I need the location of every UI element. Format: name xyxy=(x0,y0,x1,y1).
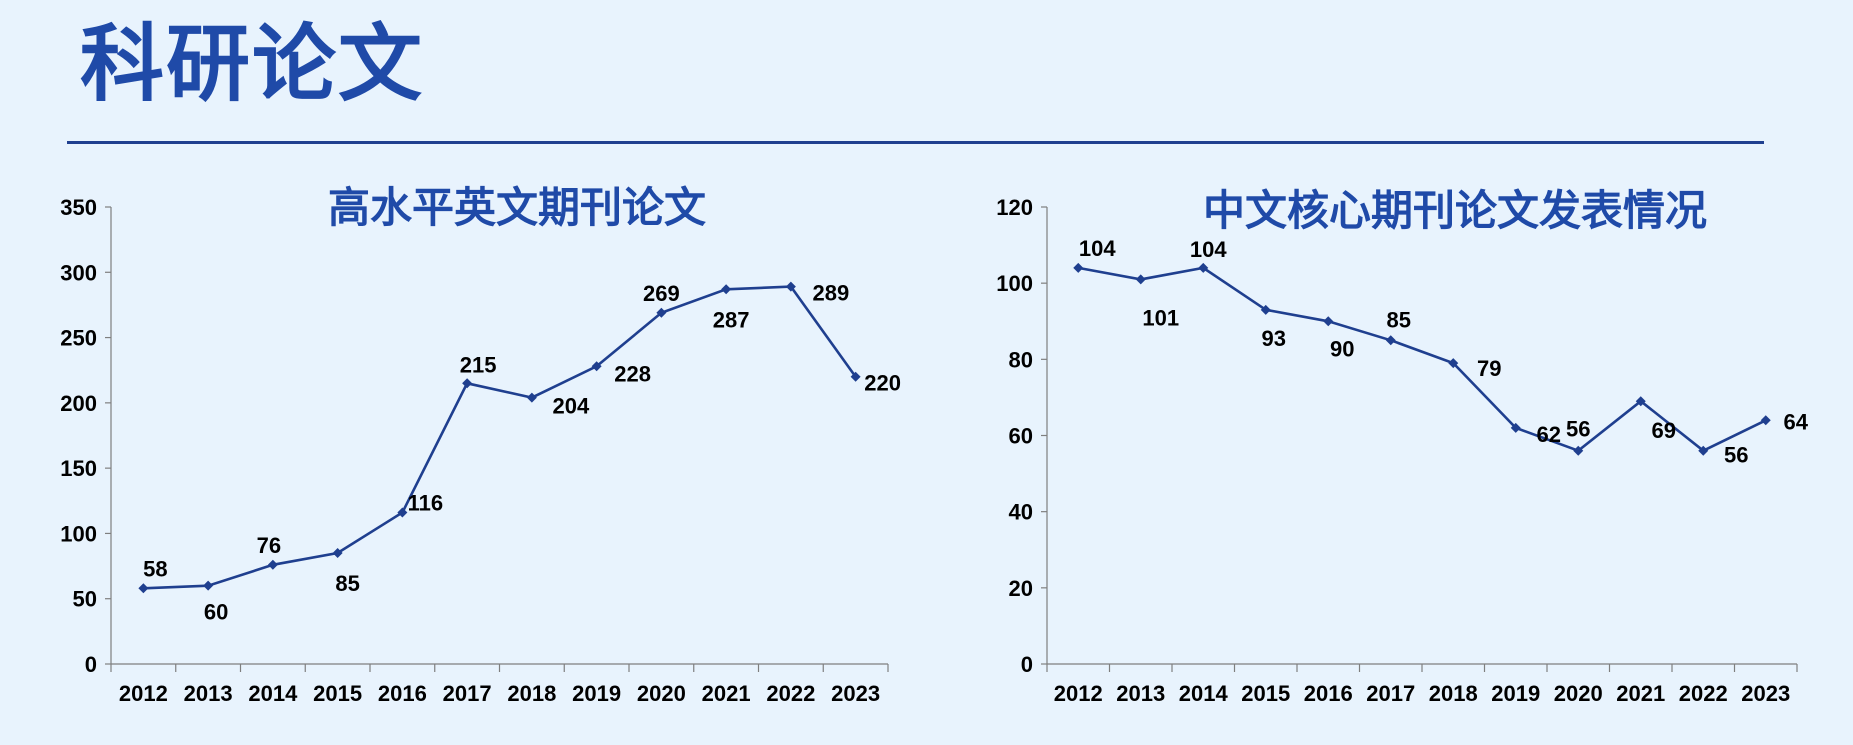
x-tick-label: 2023 xyxy=(831,681,880,706)
y-tick-label: 20 xyxy=(1009,576,1033,601)
data-label: 56 xyxy=(1566,417,1590,442)
data-label: 56 xyxy=(1724,443,1748,468)
data-point-marker xyxy=(656,307,667,318)
x-tick-label: 2023 xyxy=(1741,681,1790,706)
y-tick-label: 0 xyxy=(85,652,97,677)
data-label: 104 xyxy=(1190,237,1227,262)
data-label: 116 xyxy=(408,491,444,516)
y-tick-label: 300 xyxy=(60,260,97,285)
data-point-marker xyxy=(850,371,861,382)
x-tick-label: 2020 xyxy=(637,681,686,706)
y-tick-label: 200 xyxy=(60,391,97,416)
data-point-marker xyxy=(591,361,602,372)
x-tick-label: 2012 xyxy=(119,681,168,706)
data-point-marker xyxy=(1698,445,1709,456)
data-label: 220 xyxy=(864,371,901,396)
x-tick-label: 2015 xyxy=(313,681,362,706)
data-label: 289 xyxy=(813,281,850,306)
x-tick-label: 2021 xyxy=(1616,681,1665,706)
data-point-marker xyxy=(1760,415,1771,426)
data-label: 85 xyxy=(335,571,359,596)
chart-title: 高水平英文期刊论文 xyxy=(328,183,706,232)
x-tick-label: 2019 xyxy=(1491,681,1540,706)
data-point-marker xyxy=(267,559,278,570)
series-line xyxy=(143,285,857,590)
data-point-marker xyxy=(785,281,796,292)
x-tick-label: 2014 xyxy=(248,681,298,706)
y-tick-label: 60 xyxy=(1009,424,1033,449)
data-label: 101 xyxy=(1142,305,1179,330)
data-label: 76 xyxy=(257,533,281,558)
data-point-marker xyxy=(1323,316,1334,327)
data-point-marker xyxy=(526,392,537,403)
y-tick-label: 40 xyxy=(1009,500,1033,525)
data-point-marker xyxy=(1198,262,1209,273)
data-label: 85 xyxy=(1387,307,1411,332)
page-title: 科研论文 xyxy=(80,15,425,113)
data-label: 104 xyxy=(1079,236,1116,261)
x-tick-label: 2017 xyxy=(443,681,492,706)
x-tick-label: 2018 xyxy=(507,681,556,706)
data-point-marker xyxy=(721,284,732,295)
chart-title: 中文核心期刊论文发表情况 xyxy=(1203,186,1707,235)
data-point-marker xyxy=(332,548,343,559)
x-tick-label: 2013 xyxy=(1116,681,1165,706)
data-point-marker xyxy=(1073,262,1084,273)
data-label: 204 xyxy=(553,394,590,419)
data-label: 64 xyxy=(1784,409,1809,434)
x-tick-label: 2020 xyxy=(1554,681,1603,706)
data-label: 287 xyxy=(713,307,750,332)
x-tick-label: 2014 xyxy=(1179,681,1229,706)
title-divider xyxy=(67,141,1764,144)
data-label: 90 xyxy=(1330,336,1354,361)
x-tick-label: 2022 xyxy=(1679,681,1728,706)
y-tick-label: 150 xyxy=(60,456,97,481)
x-tick-label: 2015 xyxy=(1241,681,1290,706)
data-label: 69 xyxy=(1652,418,1676,443)
data-point-marker xyxy=(1510,422,1521,433)
data-point-marker xyxy=(1635,396,1646,407)
y-tick-label: 80 xyxy=(1009,347,1033,372)
x-tick-label: 2012 xyxy=(1054,681,1103,706)
data-point-marker xyxy=(1260,304,1271,315)
x-tick-label: 2013 xyxy=(184,681,233,706)
data-point-marker xyxy=(397,507,408,518)
x-tick-label: 2016 xyxy=(1304,681,1353,706)
data-label: 269 xyxy=(643,281,680,306)
data-point-marker xyxy=(1573,445,1584,456)
x-tick-label: 2019 xyxy=(572,681,621,706)
data-label: 215 xyxy=(460,352,497,377)
data-label: 58 xyxy=(143,556,167,581)
y-tick-label: 120 xyxy=(996,195,1033,220)
x-tick-label: 2017 xyxy=(1366,681,1415,706)
x-tick-label: 2016 xyxy=(378,681,427,706)
data-label: 93 xyxy=(1262,326,1286,351)
y-tick-label: 100 xyxy=(996,271,1033,296)
y-tick-label: 100 xyxy=(60,521,97,546)
data-label: 62 xyxy=(1537,422,1561,447)
data-label: 60 xyxy=(204,600,228,625)
x-tick-label: 2022 xyxy=(766,681,815,706)
data-point-marker xyxy=(1385,335,1396,346)
x-tick-label: 2018 xyxy=(1429,681,1478,706)
y-tick-label: 350 xyxy=(60,195,97,220)
y-tick-label: 0 xyxy=(1021,652,1033,677)
y-tick-label: 250 xyxy=(60,326,97,351)
data-point-marker xyxy=(1135,274,1146,285)
x-tick-label: 2021 xyxy=(702,681,751,706)
data-point-marker xyxy=(138,583,149,594)
data-point-marker xyxy=(462,378,473,389)
data-label: 79 xyxy=(1477,356,1501,381)
series-line xyxy=(1078,266,1767,453)
y-tick-label: 50 xyxy=(73,587,97,612)
data-point-marker xyxy=(1448,358,1459,369)
data-point-marker xyxy=(203,580,214,591)
data-label: 228 xyxy=(614,361,651,386)
